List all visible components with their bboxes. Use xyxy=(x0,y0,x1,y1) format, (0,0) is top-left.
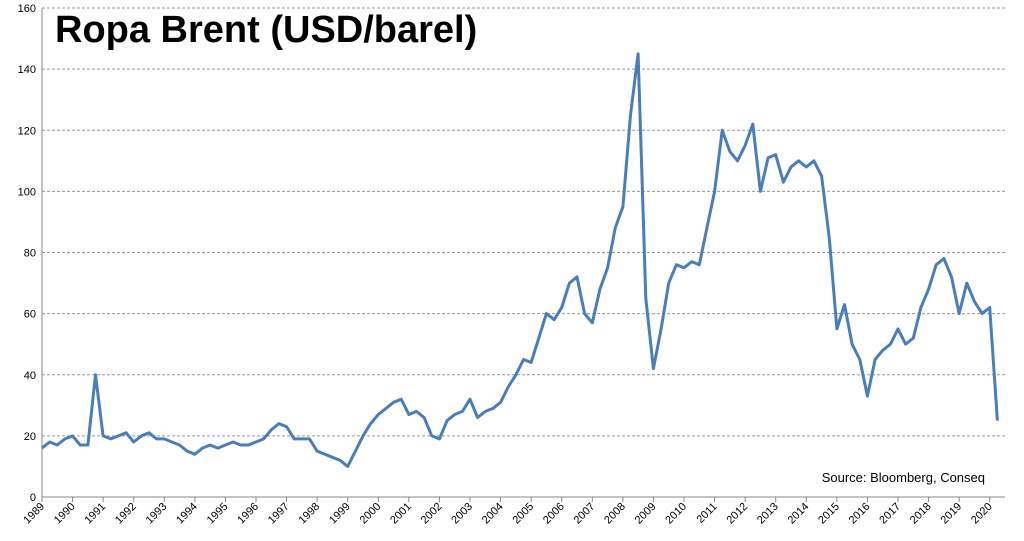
x-tick-label: 2001 xyxy=(388,501,414,527)
x-tick-label: 2011 xyxy=(694,501,719,526)
x-tick-label: 2019 xyxy=(938,501,964,527)
x-tick-label: 2020 xyxy=(969,501,995,527)
x-tick-label: 1999 xyxy=(327,501,353,527)
source-note: Source: Bloomberg, Conseq xyxy=(822,470,985,485)
x-tick-label: 2005 xyxy=(510,501,536,527)
x-tick-label: 2004 xyxy=(480,501,506,527)
x-tick-label: 2007 xyxy=(572,501,598,527)
x-tick-label: 2008 xyxy=(602,501,628,527)
x-tick-label: 2015 xyxy=(816,501,842,527)
x-tick-label: 2017 xyxy=(877,501,903,527)
x-tick-label: 1998 xyxy=(296,501,322,527)
x-tick-label: 1991 xyxy=(82,501,108,527)
y-tick-label: 40 xyxy=(24,370,36,382)
x-tick-label: 1995 xyxy=(205,501,231,527)
y-tick-label: 100 xyxy=(18,186,36,198)
x-tick-label: 2003 xyxy=(449,501,475,527)
x-tick-label: 1997 xyxy=(266,501,292,527)
x-tick-label: 2018 xyxy=(908,501,934,527)
x-tick-label: 1994 xyxy=(174,501,200,527)
x-tick-label: 2013 xyxy=(755,501,781,527)
y-tick-label: 140 xyxy=(18,64,36,76)
chart-title: Ropa Brent (USD/barel) xyxy=(55,9,477,51)
x-tick-label: 2016 xyxy=(847,501,873,527)
x-tick-label: 1992 xyxy=(113,501,139,527)
x-tick-label: 2014 xyxy=(786,501,812,527)
y-tick-label: 60 xyxy=(24,309,36,321)
x-tick-label: 2000 xyxy=(358,501,384,527)
x-tick-label: 2012 xyxy=(724,501,750,527)
y-tick-label: 120 xyxy=(18,125,36,137)
x-tick-label: 2002 xyxy=(419,501,445,527)
y-tick-label: 160 xyxy=(18,3,36,15)
x-tick-label: 1989 xyxy=(21,501,47,527)
x-tick-label: 2006 xyxy=(541,501,567,527)
y-tick-label: 80 xyxy=(24,248,36,260)
y-tick-label: 0 xyxy=(30,492,36,504)
x-tick-label: 1996 xyxy=(235,501,261,527)
x-tick-label: 2010 xyxy=(663,501,689,527)
price-line xyxy=(41,52,999,468)
x-tick-label: 2009 xyxy=(633,501,659,527)
x-tick-label: 1993 xyxy=(144,501,170,527)
x-tick-label: 1990 xyxy=(52,501,78,527)
y-tick-label: 20 xyxy=(24,431,36,443)
